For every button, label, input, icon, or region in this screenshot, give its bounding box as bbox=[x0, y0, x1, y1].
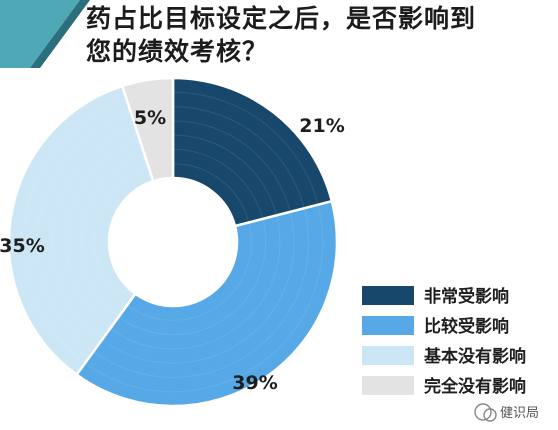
title-line-1: 药占比目标设定之后，是否影响到 bbox=[86, 4, 477, 33]
slice-label-2: 39% bbox=[232, 372, 277, 394]
slice-label-3: 35% bbox=[0, 235, 45, 257]
slice-texture-3 bbox=[51, 126, 135, 340]
donut-slice-3 bbox=[7, 84, 155, 377]
slice-texture-3 bbox=[79, 153, 144, 317]
legend-label-1: 非常受影响 bbox=[424, 286, 509, 307]
slice-texture-1 bbox=[174, 120, 291, 211]
slice-texture-3 bbox=[22, 99, 126, 363]
slice-texture-4 bbox=[128, 91, 172, 100]
legend-label-2: 比较受影响 bbox=[424, 316, 509, 337]
banner-stripe bbox=[30, 0, 90, 68]
slice-labels: 21% 39% 35% 5% bbox=[0, 107, 345, 394]
chart-title: 药占比目标设定之后，是否影响到 您的绩效考核？ bbox=[86, 2, 552, 68]
title-banner-shape bbox=[0, 0, 90, 68]
slice-texture-1 bbox=[174, 134, 277, 215]
legend-swatch-1 bbox=[362, 286, 414, 305]
slice-texture-2 bbox=[110, 216, 281, 350]
slice-texture-4 bbox=[140, 134, 172, 141]
donut-slices bbox=[7, 76, 339, 408]
title-line-2: 您的绩效考核？ bbox=[86, 37, 269, 66]
legend-swatch-4 bbox=[362, 376, 414, 395]
slice-texture-3 bbox=[65, 140, 140, 329]
donut-slice-1 bbox=[171, 76, 334, 228]
donut-slice-2 bbox=[74, 199, 339, 408]
slice-texture-4 bbox=[149, 163, 173, 168]
slice-texture-2 bbox=[127, 223, 252, 321]
donut-slice-4 bbox=[120, 76, 175, 183]
wechat-icon bbox=[474, 403, 492, 421]
slice-texture-2 bbox=[119, 219, 267, 336]
legend-label-3: 基本没有影响 bbox=[423, 346, 526, 367]
slice-label-1: 21% bbox=[299, 115, 344, 137]
slice-texture-1 bbox=[174, 106, 305, 208]
slice-label-4: 5% bbox=[134, 107, 166, 129]
slice-texture-3 bbox=[94, 167, 149, 306]
slice-texture-2 bbox=[94, 209, 309, 378]
wechat-icon-bubble bbox=[483, 408, 497, 422]
banner-block bbox=[0, 0, 80, 68]
watermark-text: 健识局 bbox=[500, 406, 539, 421]
slice-texture-4 bbox=[145, 148, 173, 155]
slice-texture-1 bbox=[173, 148, 263, 219]
slice-texture-4 bbox=[136, 120, 172, 127]
legend-swatch-2 bbox=[362, 316, 414, 335]
slice-texture-2 bbox=[85, 206, 324, 393]
slice-texture-1 bbox=[173, 163, 250, 222]
slice-texture-2 bbox=[102, 212, 295, 364]
slice-texture-4 bbox=[132, 106, 172, 114]
legend-label-4: 完全没有影响 bbox=[424, 376, 526, 397]
slice-texture-1 bbox=[174, 91, 319, 204]
slice-texture-3 bbox=[37, 113, 130, 352]
legend-swatch-3 bbox=[362, 346, 414, 365]
watermark: 健识局 bbox=[474, 403, 539, 422]
